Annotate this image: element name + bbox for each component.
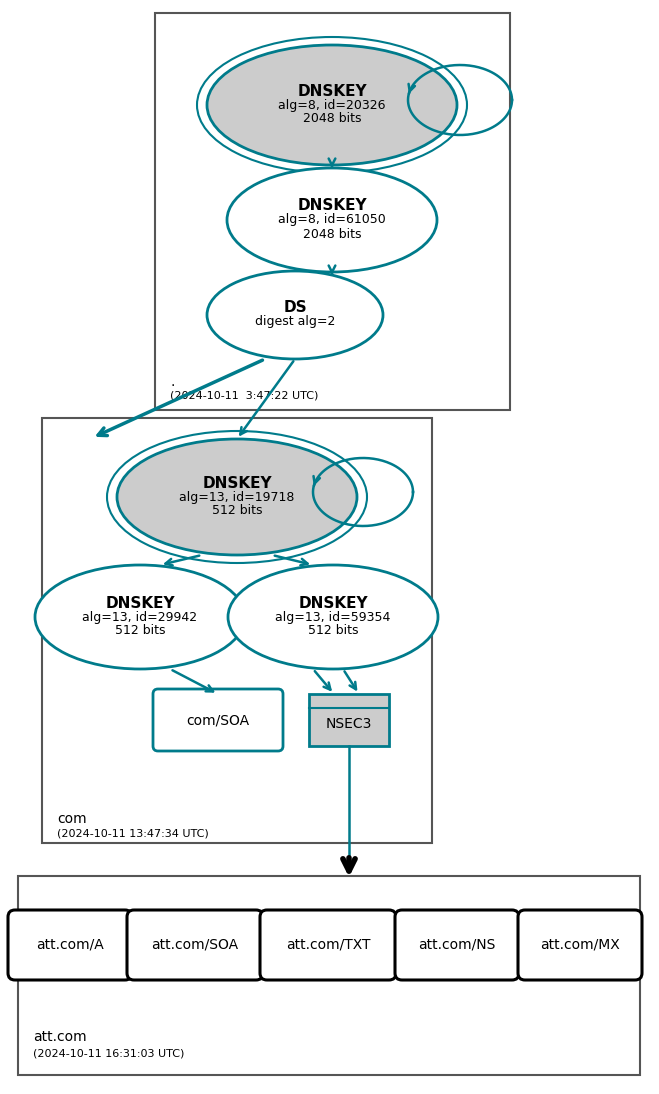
Bar <box>42 418 432 843</box>
Text: .: . <box>170 375 175 389</box>
Bar <box>155 13 510 410</box>
Text: DS: DS <box>283 301 307 315</box>
Text: (2024-10-11 13:47:34 UTC): (2024-10-11 13:47:34 UTC) <box>57 828 209 838</box>
FancyBboxPatch shape <box>8 910 132 980</box>
Text: com/SOA: com/SOA <box>186 713 250 728</box>
Text: att.com/A: att.com/A <box>36 938 104 952</box>
Text: alg=8, id=20326: alg=8, id=20326 <box>278 98 386 112</box>
FancyBboxPatch shape <box>395 910 519 980</box>
Text: alg=13, id=59354: alg=13, id=59354 <box>275 610 391 624</box>
Text: 512 bits: 512 bits <box>212 504 262 517</box>
Text: att.com/TXT: att.com/TXT <box>286 938 370 952</box>
Bar <box>309 694 389 746</box>
Text: NSEC3: NSEC3 <box>326 717 372 731</box>
Text: att.com/MX: att.com/MX <box>540 938 620 952</box>
Ellipse shape <box>228 565 438 670</box>
FancyBboxPatch shape <box>127 910 263 980</box>
Ellipse shape <box>227 168 437 272</box>
Text: att.com/NS: att.com/NS <box>418 938 496 952</box>
FancyBboxPatch shape <box>518 910 642 980</box>
Text: DNSKEY: DNSKEY <box>202 476 272 490</box>
Text: 512 bits: 512 bits <box>115 625 165 638</box>
Text: att.com/SOA: att.com/SOA <box>152 938 239 952</box>
Text: (2024-10-11  3:47:22 UTC): (2024-10-11 3:47:22 UTC) <box>170 389 318 400</box>
Text: DNSKEY: DNSKEY <box>297 83 367 98</box>
Text: DNSKEY: DNSKEY <box>297 198 367 213</box>
Text: DNSKEY: DNSKEY <box>298 595 368 610</box>
Text: 2048 bits: 2048 bits <box>302 228 361 241</box>
Text: com: com <box>57 812 86 826</box>
Bar <box>18 876 640 1075</box>
Text: 512 bits: 512 bits <box>308 625 358 638</box>
Ellipse shape <box>207 271 383 359</box>
Text: 2048 bits: 2048 bits <box>302 113 361 126</box>
Ellipse shape <box>207 45 457 165</box>
Text: DNSKEY: DNSKEY <box>105 595 175 610</box>
Text: att.com: att.com <box>33 1029 86 1044</box>
Ellipse shape <box>117 439 357 555</box>
Text: alg=13, id=29942: alg=13, id=29942 <box>82 610 198 624</box>
Text: digest alg=2: digest alg=2 <box>255 315 335 328</box>
Text: alg=8, id=61050: alg=8, id=61050 <box>278 213 386 226</box>
Text: alg=13, id=19718: alg=13, id=19718 <box>179 490 295 503</box>
Ellipse shape <box>35 565 245 670</box>
FancyBboxPatch shape <box>260 910 396 980</box>
Text: (2024-10-11 16:31:03 UTC): (2024-10-11 16:31:03 UTC) <box>33 1048 185 1058</box>
FancyBboxPatch shape <box>153 689 283 750</box>
